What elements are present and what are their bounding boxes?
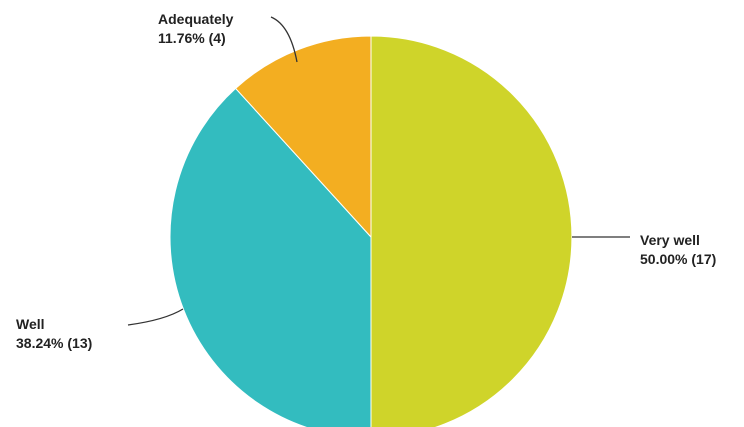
label-adequately-value: 11.76% (4) xyxy=(158,30,226,46)
label-very-well: Very well 50.00% (17) xyxy=(640,232,716,267)
leader-lines xyxy=(127,16,630,326)
pie-slice-very-well xyxy=(370,35,573,427)
label-very-well-value: 50.00% (17) xyxy=(640,251,716,267)
label-adequately-category: Adequately xyxy=(158,11,234,27)
label-very-well-category: Very well xyxy=(640,232,700,248)
label-adequately: Adequately 11.76% (4) xyxy=(158,11,234,46)
leader-adequately xyxy=(270,16,298,63)
label-well-category: Well xyxy=(16,316,45,332)
pie-slices xyxy=(169,35,573,427)
label-well-value: 38.24% (13) xyxy=(16,335,92,351)
pie-slice-adequately xyxy=(234,35,372,239)
leader-well xyxy=(127,308,184,326)
label-well: Well 38.24% (13) xyxy=(16,316,92,351)
pie-slice-well xyxy=(169,87,372,427)
